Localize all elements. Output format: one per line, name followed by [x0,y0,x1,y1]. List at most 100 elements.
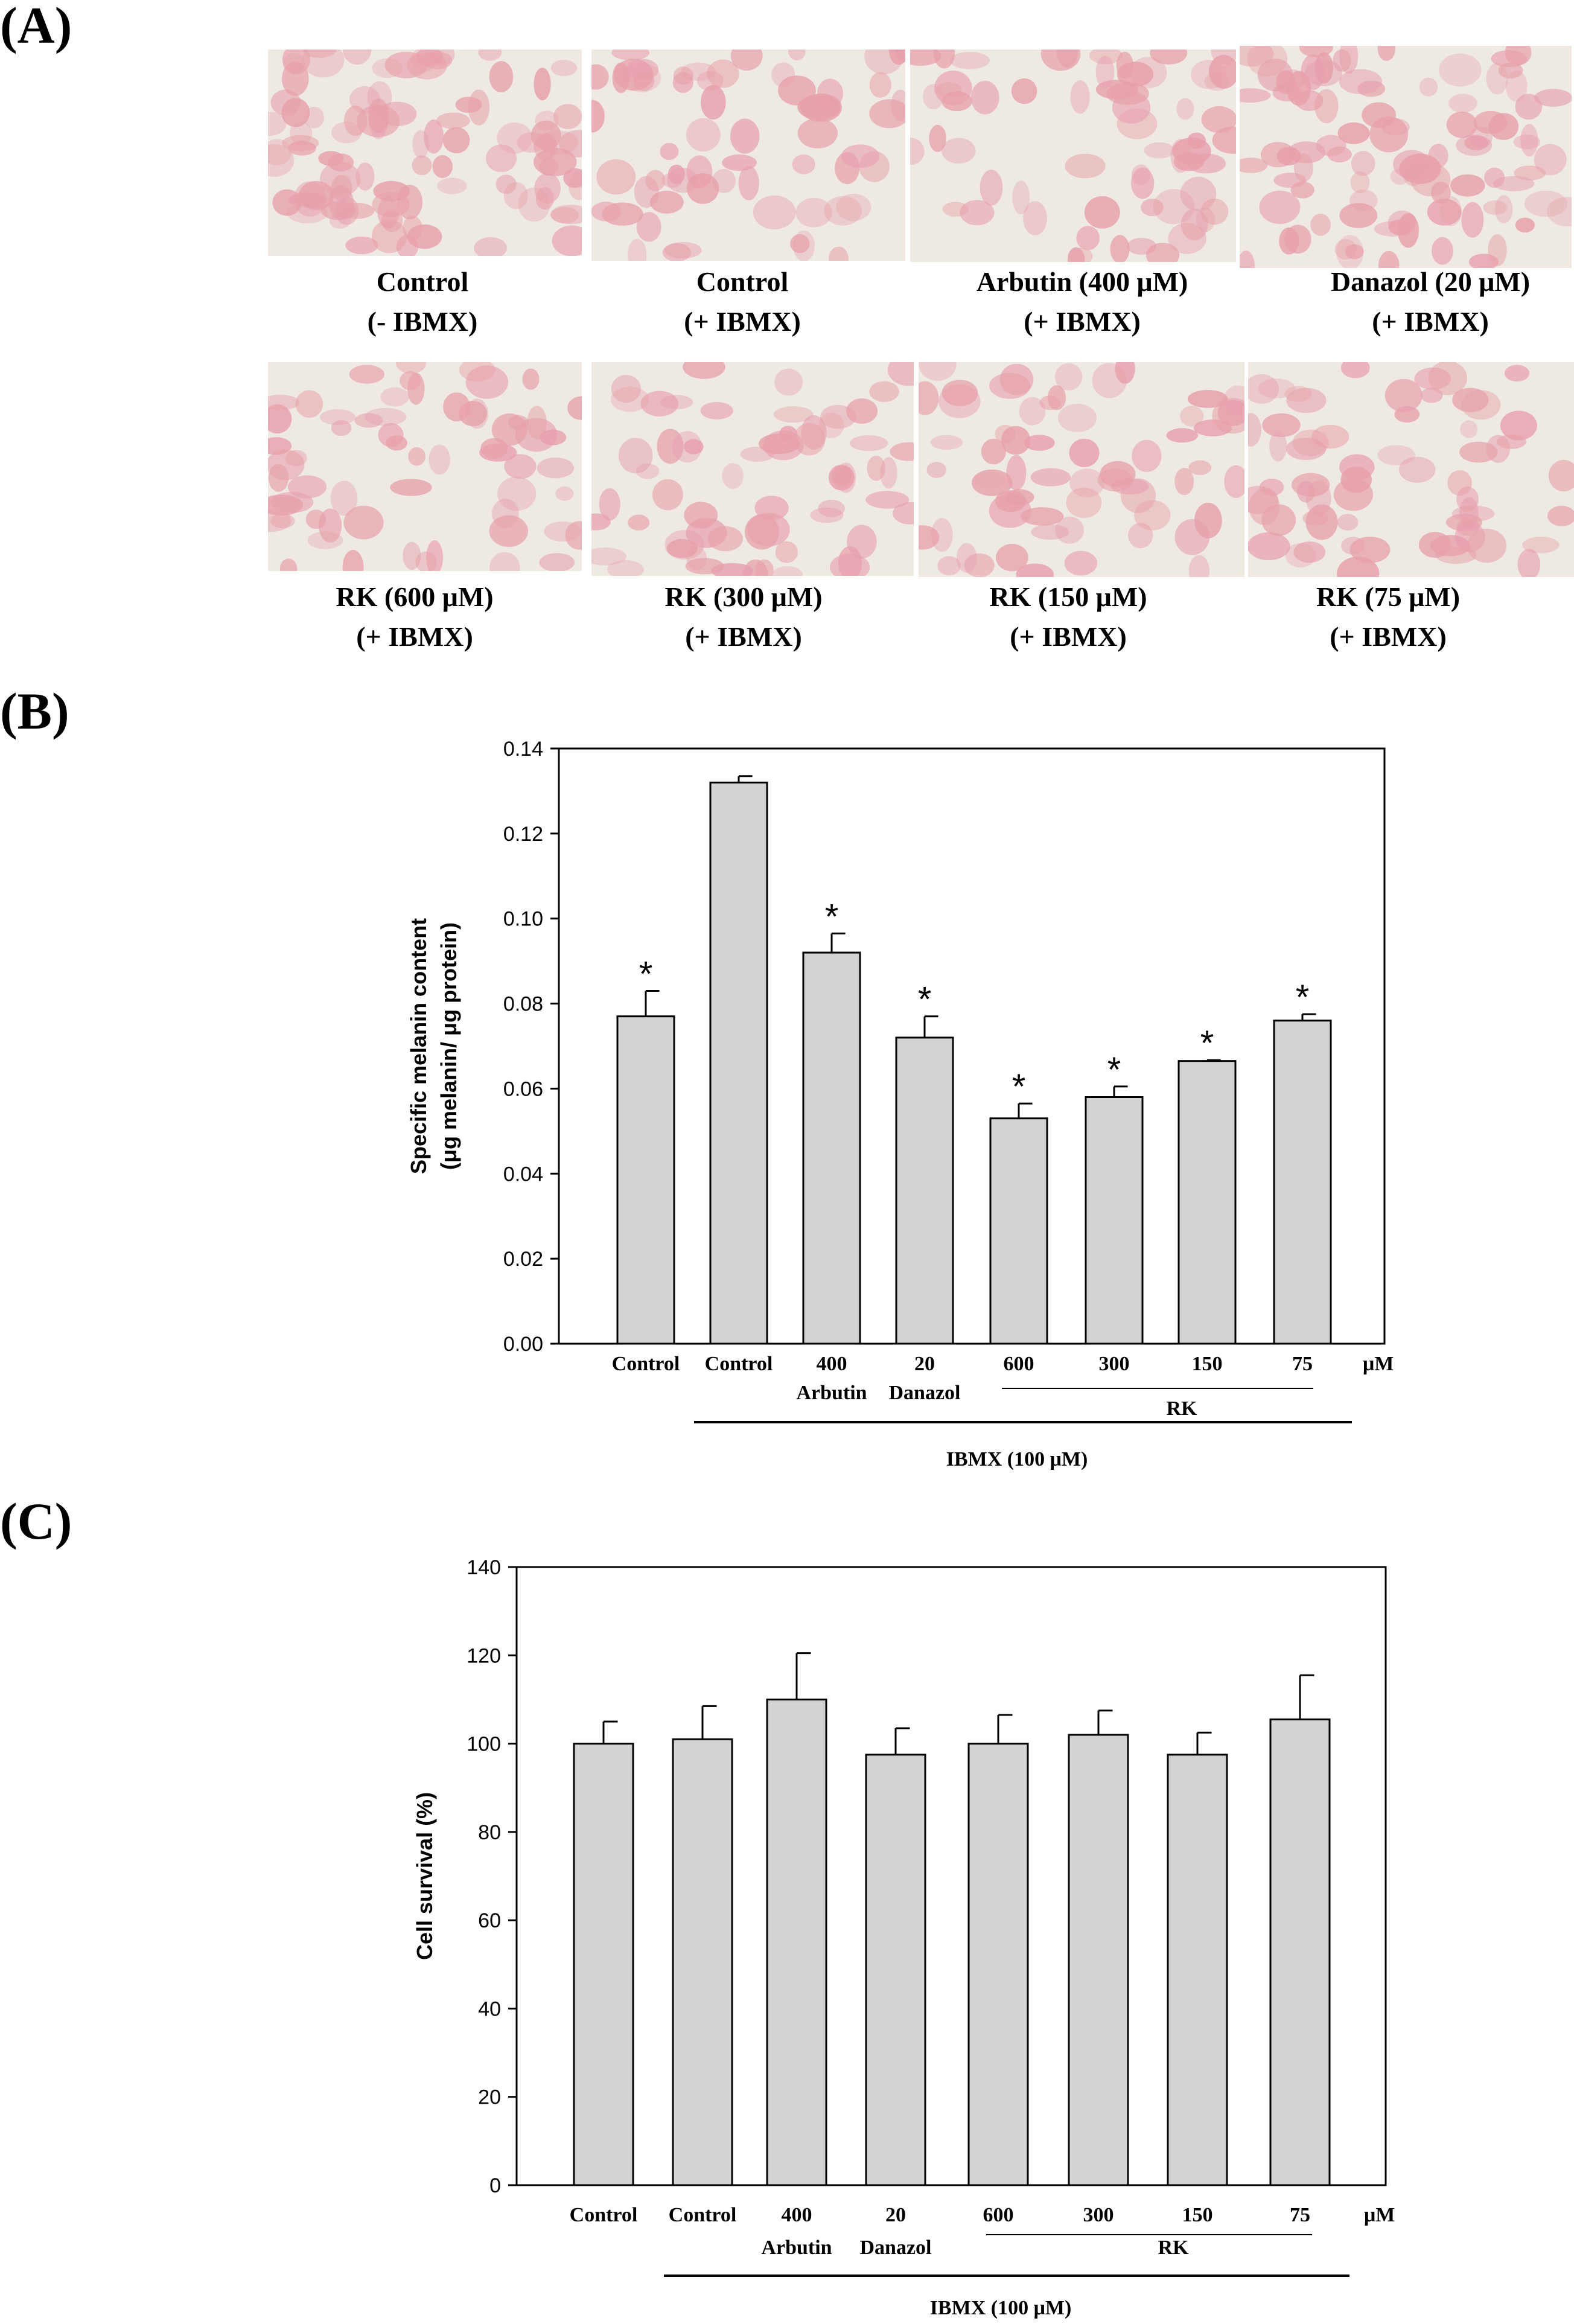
micrograph-caption: RK (75 μM) (+ IBMX) [1207,577,1569,657]
y-axis-label-unit: (μg melanin/ μg protein) [436,922,461,1170]
category-label: 75 [1290,2204,1310,2226]
y-tick-label: 0.10 [503,908,543,931]
category-sublabel: Danazol [860,2236,932,2259]
unit-label: μM [1364,2204,1395,2226]
y-axis-label: Specific melanin content [406,918,431,1174]
rk-group-label: RK [1167,1397,1198,1420]
micrograph-caption-ibmx: (+ IBMX) [1372,306,1489,337]
panel-label-a: (A) [0,0,72,54]
bar [1167,1754,1228,2186]
category-label: Control [705,1353,773,1375]
micrograph-image [919,362,1244,577]
bar [1085,1096,1144,1345]
bar [1177,1060,1237,1345]
category-sublabel: Arbutin [796,1382,867,1404]
micrograph-image [591,49,905,261]
y-tick-label: 0.00 [503,1333,543,1356]
panel-label-c: (C) [0,1492,72,1550]
significance-marker: * [1296,978,1310,1017]
category-label: 20 [914,1353,935,1375]
bar [616,1015,675,1345]
panel-label-b: (B) [0,682,69,740]
bar [865,1754,926,2186]
bar [766,1698,827,2186]
bar [1273,1020,1332,1345]
micrograph-image [1248,362,1574,577]
y-axis-label: Cell survival (%) [412,1792,437,1960]
y-tick-label: 100 [467,1733,501,1756]
category-label: 150 [1182,2204,1213,2226]
category-label: 600 [1004,1353,1034,1375]
bar [1068,1734,1129,2186]
y-tick-label: 0.14 [503,738,543,761]
ibmx-label: IBMX (100 μM) [930,2297,1072,2319]
significance-marker: * [1012,1067,1026,1106]
micrograph-caption-treatment: Arbutin (400 μM) [976,266,1188,297]
category-label: Control [669,2204,737,2226]
micrograph-caption-ibmx: (+ IBMX) [1330,621,1447,652]
micrograph-caption: Control (- IBMX) [241,262,604,342]
micrograph-caption: RK (300 μM) (+ IBMX) [562,577,925,657]
category-label: 400 [782,2204,812,2226]
micrograph-caption-treatment: RK (300 μM) [664,581,823,612]
significance-marker: * [825,897,839,936]
bar [967,1743,1029,2186]
ibmx-label: IBMX (100 μM) [946,1448,1088,1470]
category-sublabel: Arbutin [761,2236,832,2259]
rk-group-label: RK [1158,2236,1190,2259]
micrograph-caption-ibmx: (+ IBMX) [1024,306,1141,337]
category-label: 300 [1083,2204,1114,2226]
category-label: Control [570,2204,638,2226]
y-tick-label: 60 [478,1909,501,1932]
y-tick-label: 0.02 [503,1248,543,1271]
category-label: 150 [1192,1353,1223,1375]
y-tick-label: 0.12 [503,823,543,846]
bar [802,951,861,1345]
y-tick-label: 0 [489,2174,501,2197]
y-tick-label: 0.08 [503,993,543,1016]
micrograph-caption-ibmx: (- IBMX) [367,306,478,337]
significance-marker: * [1107,1050,1121,1090]
bar [895,1036,954,1345]
micrograph-caption: RK (150 μM) (+ IBMX) [887,577,1249,657]
micrograph-image [268,49,582,256]
micrograph-caption-treatment: RK (600 μM) [336,581,494,612]
significance-marker: * [639,954,653,994]
micrograph-caption: Control (+ IBMX) [561,262,923,342]
y-tick-label: 120 [467,1644,501,1667]
category-label: Control [612,1353,680,1375]
micrograph-image [910,49,1236,262]
micrograph-caption: RK (600 μM) (+ IBMX) [234,577,596,657]
y-tick-label: 0.06 [503,1077,543,1100]
bar [1269,1718,1331,2186]
micrograph-caption: Arbutin (400 μM) (+ IBMX) [901,262,1263,342]
significance-marker: * [918,980,932,1020]
micrograph-caption-treatment: RK (75 μM) [1316,581,1461,612]
plot-frame [515,1566,1387,2186]
category-label: 300 [1099,1353,1130,1375]
bar [709,781,768,1345]
micrograph-image [591,362,914,576]
bar [573,1743,634,2186]
y-tick-label: 20 [478,2086,501,2109]
y-tick-label: 80 [478,1821,501,1844]
bar [989,1117,1048,1345]
category-label: 400 [817,1353,847,1375]
micrograph-image [1240,46,1572,268]
micrograph-caption-ibmx: (+ IBMX) [356,621,473,652]
micrograph-caption-ibmx: (+ IBMX) [685,621,802,652]
micrograph-image [268,362,582,571]
bar [672,1738,733,2186]
micrograph-caption-ibmx: (+ IBMX) [1010,621,1127,652]
category-label: 600 [983,2204,1014,2226]
unit-label: μM [1363,1353,1394,1375]
y-tick-label: 40 [478,1997,501,2020]
micrograph-caption: Danazol (20 μM) (+ IBMX) [1249,262,1574,342]
category-sublabel: Danazol [889,1382,961,1404]
y-tick-label: 140 [467,1556,501,1579]
micrograph-caption-treatment: Control [376,266,469,297]
micrograph-caption-ibmx: (+ IBMX) [684,306,801,337]
micrograph-caption-treatment: Danazol (20 μM) [1330,266,1531,297]
significance-marker: * [1200,1024,1214,1063]
